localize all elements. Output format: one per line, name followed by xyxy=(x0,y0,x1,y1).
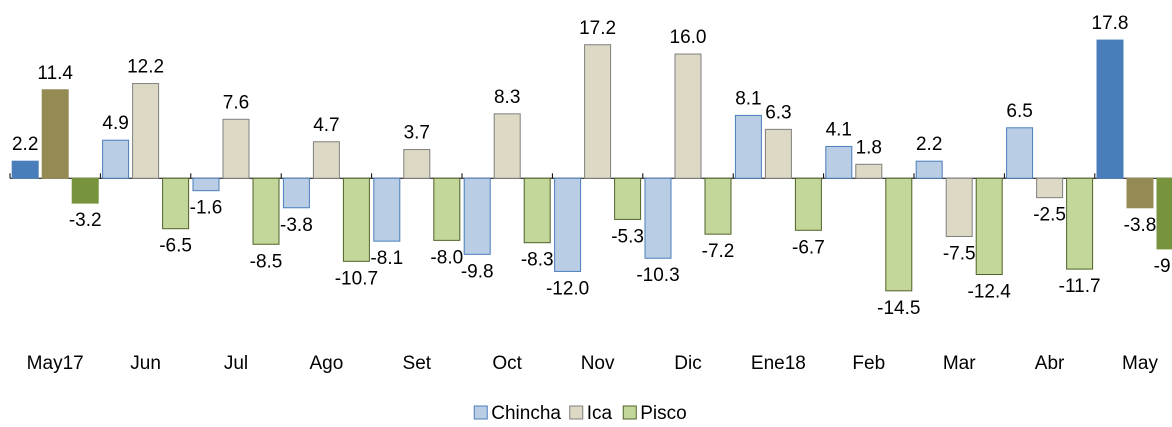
bar xyxy=(102,139,130,179)
bar xyxy=(704,177,732,235)
data-label: 6.3 xyxy=(765,102,791,123)
data-label: 1.8 xyxy=(856,137,882,158)
bar xyxy=(71,177,99,204)
bar xyxy=(764,128,792,179)
data-label: 4.9 xyxy=(102,113,128,134)
x-tick-label: Ene18 xyxy=(751,353,806,374)
data-label: -11.7 xyxy=(1059,276,1101,297)
data-label: 17.2 xyxy=(579,18,616,39)
bar xyxy=(41,89,69,179)
data-label: -10.7 xyxy=(335,268,378,289)
x-tick-label: Nov xyxy=(581,353,615,374)
data-label: -6.5 xyxy=(159,236,192,257)
bar xyxy=(915,160,943,179)
bar xyxy=(1096,39,1124,179)
data-label: -12.0 xyxy=(546,278,589,299)
bar xyxy=(885,177,913,292)
bar xyxy=(855,163,883,179)
bar xyxy=(373,177,401,242)
bar xyxy=(975,177,1003,276)
bar xyxy=(11,160,39,179)
data-label: 7.6 xyxy=(223,92,249,113)
bar xyxy=(674,53,702,179)
data-label: -10.3 xyxy=(636,265,679,286)
data-label: -2.5 xyxy=(1033,205,1066,226)
legend-label: Ica xyxy=(587,403,613,424)
data-label: -9.8 xyxy=(461,261,494,282)
bar xyxy=(433,177,461,241)
bar xyxy=(1156,177,1172,250)
bar xyxy=(312,141,340,179)
data-label: -1.6 xyxy=(190,198,223,219)
data-label: -7.2 xyxy=(702,241,735,262)
x-tick-label: Dic xyxy=(674,353,701,374)
data-label: 6.5 xyxy=(1006,101,1032,122)
data-label: -7.5 xyxy=(943,244,976,265)
bar xyxy=(945,177,973,237)
bar xyxy=(523,177,551,244)
bar xyxy=(734,114,762,179)
bar xyxy=(463,177,491,255)
bar xyxy=(403,149,431,179)
bar xyxy=(252,177,280,245)
data-label: 11.4 xyxy=(37,63,73,84)
data-label: 2.2 xyxy=(12,134,38,155)
data-label: -6.7 xyxy=(792,237,825,258)
x-tick-label: Jul xyxy=(224,353,248,374)
data-label: -3.8 xyxy=(1124,215,1157,236)
x-tick-label: May17 xyxy=(27,353,84,374)
x-tick-label: Jun xyxy=(130,353,161,374)
data-label: -8.3 xyxy=(521,250,554,271)
data-label: -8.1 xyxy=(370,248,403,269)
bar xyxy=(1006,127,1034,179)
x-tick-label: Feb xyxy=(852,353,885,374)
bar xyxy=(342,177,370,262)
legend-swatch xyxy=(473,405,488,420)
data-label: 8.1 xyxy=(735,88,761,109)
x-tick-label: Ago xyxy=(309,353,343,374)
data-label: 4.1 xyxy=(826,119,852,140)
bar xyxy=(192,177,220,192)
bar xyxy=(1036,177,1064,199)
bar xyxy=(794,177,822,231)
bar xyxy=(1126,177,1154,209)
data-label: -3.8 xyxy=(280,215,313,236)
data-label: -12.4 xyxy=(968,282,1012,303)
data-label: -5.3 xyxy=(611,226,644,247)
data-label: -8.0 xyxy=(430,247,463,268)
bar xyxy=(282,177,310,209)
legend-swatch xyxy=(569,405,584,420)
bar xyxy=(493,113,521,179)
data-label: 2.2 xyxy=(916,134,942,155)
bar xyxy=(162,177,190,230)
data-label: -8.5 xyxy=(250,251,283,272)
legend-label: Chincha xyxy=(491,403,561,424)
data-label: 8.3 xyxy=(494,87,520,108)
x-tick-label: Oct xyxy=(492,353,522,374)
data-label: 17.8 xyxy=(1092,13,1129,34)
x-tick-label: Set xyxy=(403,353,432,374)
bar xyxy=(554,177,582,272)
data-label: 16.0 xyxy=(670,27,707,48)
legend-swatch xyxy=(622,405,637,420)
bar xyxy=(222,118,250,179)
legend-label: Pisco xyxy=(640,403,686,424)
bar xyxy=(614,177,642,220)
data-label: 3.7 xyxy=(404,123,430,144)
bar xyxy=(1066,177,1094,270)
x-tick-label: Abr xyxy=(1035,353,1065,374)
bar xyxy=(825,145,853,179)
bar xyxy=(644,177,672,259)
x-tick-label: Mar xyxy=(943,353,976,374)
x-tick-label: May xyxy=(1122,353,1158,374)
data-label: 4.7 xyxy=(313,115,339,136)
data-label: 12.2 xyxy=(127,57,164,78)
bar xyxy=(132,83,160,179)
data-label: -3.2 xyxy=(69,210,102,231)
bar xyxy=(584,44,612,179)
data-label: -14.5 xyxy=(877,298,920,319)
data-label: -9.1 xyxy=(1154,256,1172,277)
